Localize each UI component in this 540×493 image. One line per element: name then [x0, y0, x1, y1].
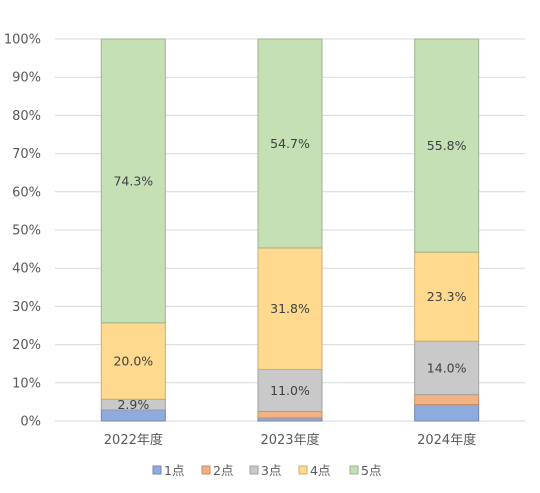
legend-label: 1点 — [164, 463, 184, 478]
y-tick-label: 100% — [4, 33, 41, 48]
legend-swatch — [349, 465, 359, 475]
y-tick-label: 0% — [20, 415, 41, 430]
bar-segment-2 — [414, 394, 480, 406]
legend-label: 3点 — [261, 463, 281, 478]
legend-swatch — [201, 465, 211, 475]
bar-segment-5 — [257, 38, 323, 249]
y-tick-label: 40% — [12, 262, 41, 277]
legend-swatch — [249, 465, 259, 475]
x-axis-category-labels: 2022年度 2023年度 2024年度 — [104, 432, 476, 448]
legend-label: 2点 — [213, 463, 233, 478]
legend-label: 4点 — [310, 463, 330, 478]
data-label: 2.9% — [117, 397, 149, 412]
bar-segment-2 — [257, 410, 323, 419]
x-category-label: 2023年度 — [260, 432, 319, 448]
y-axis-tick-labels: 0% 10% 20% 30% 40% 50% 60% 70% 80% 90% 100% — [4, 33, 41, 430]
bar-segment-4 — [100, 322, 166, 400]
legend-swatch — [298, 465, 308, 475]
y-tick-label: 20% — [12, 338, 41, 353]
data-label: 11.0% — [270, 383, 310, 398]
y-tick-label: 80% — [12, 109, 41, 124]
y-tick-label: 30% — [12, 300, 41, 315]
bar-segment-5 — [414, 38, 480, 253]
legend: 1点 2点 3点 4点 5点 — [152, 463, 381, 478]
data-label: 74.3% — [113, 173, 153, 188]
y-tick-label: 90% — [12, 71, 41, 86]
legend-label: 5点 — [361, 463, 381, 478]
y-tick-label: 60% — [12, 185, 41, 200]
bar-segment-3 — [257, 368, 323, 412]
legend-swatch — [152, 465, 162, 475]
data-labels: 2.9% 20.0% 74.3% 11.0% 31.8% 54.7% 14.0% 23.3% 5… — [113, 136, 466, 412]
x-category-label: 2024年度 — [417, 432, 476, 448]
y-tick-label: 70% — [12, 147, 41, 162]
data-label: 31.8% — [270, 301, 310, 316]
data-label: 23.3% — [427, 289, 467, 304]
data-label: 20.0% — [113, 354, 153, 369]
bar-segment-5 — [100, 38, 166, 324]
bars — [100, 38, 480, 422]
y-tick-label: 10% — [12, 376, 41, 391]
x-category-label: 2022年度 — [104, 432, 163, 448]
data-label: 55.8% — [427, 138, 467, 153]
y-tick-label: 50% — [12, 224, 41, 239]
data-label: 14.0% — [427, 360, 467, 375]
bar-segment-1 — [414, 404, 480, 422]
bar-segment-3 — [414, 340, 480, 396]
bar-segment-4 — [257, 247, 323, 370]
data-label: 54.7% — [270, 136, 310, 151]
